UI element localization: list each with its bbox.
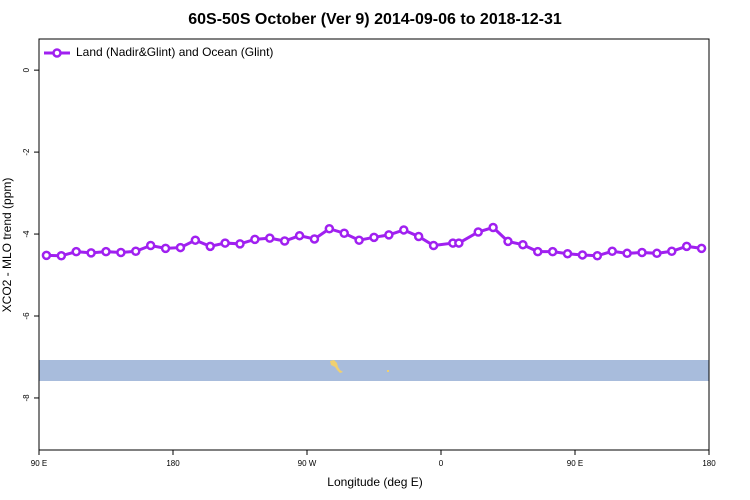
point: [309, 234, 320, 244]
point: [160, 243, 171, 254]
point: [116, 247, 126, 258]
point: [533, 246, 543, 257]
point: [101, 246, 111, 257]
point: [413, 231, 424, 242]
land-patch: [387, 370, 389, 372]
point: [56, 251, 67, 261]
point: [175, 242, 186, 253]
point: [577, 250, 588, 260]
y-tick-label: 0: [22, 67, 31, 72]
point: [205, 241, 215, 252]
point: [279, 236, 290, 246]
point: [518, 239, 528, 250]
point: [339, 228, 349, 238]
y-axis-label: XCO2 - MLO trend (ppm): [0, 178, 14, 313]
x-tick-label: 90 E: [31, 459, 47, 468]
point: [131, 246, 141, 257]
x-axis-label: Longitude (deg E): [327, 475, 422, 489]
point: [235, 239, 245, 249]
point: [696, 243, 707, 254]
point: [399, 225, 409, 235]
point: [622, 248, 632, 259]
point: [681, 241, 692, 252]
x-tick-label: 180: [702, 459, 716, 468]
x-tick-label: 0: [439, 459, 444, 468]
y-tick-label: -4: [22, 230, 31, 238]
point: [454, 238, 464, 248]
point: [488, 222, 498, 233]
point: [562, 248, 573, 259]
point: [190, 235, 201, 245]
legend-marker: [52, 48, 62, 58]
point: [637, 247, 647, 258]
y-tick-label: -2: [22, 148, 31, 156]
point: [265, 233, 275, 243]
plot-frame: [38, 38, 710, 451]
x-tick-label: 180: [166, 459, 180, 468]
point: [41, 250, 52, 261]
point: [220, 238, 230, 248]
point: [547, 246, 558, 257]
point: [473, 227, 483, 237]
chart-title: 60S-50S October (Ver 9) 2014-09-06 to 20…: [188, 11, 562, 28]
point: [667, 246, 677, 257]
point: [294, 230, 305, 241]
x-tick-label: 90 W: [298, 459, 317, 468]
point: [592, 251, 603, 261]
y-tick-label: -8: [22, 394, 31, 402]
y-tick-label: -6: [22, 312, 31, 320]
point: [503, 236, 513, 247]
point: [428, 240, 439, 251]
point: [652, 248, 662, 259]
point: [145, 240, 156, 251]
point: [384, 230, 394, 240]
x-tick-label: 90 E: [567, 459, 583, 468]
point: [324, 223, 335, 234]
land-patch: [330, 360, 343, 373]
point: [369, 232, 379, 243]
point: [354, 235, 364, 245]
legend-label: Land (Nadir&Glint) and Ocean (Glint): [76, 45, 273, 59]
point: [71, 246, 81, 257]
point: [86, 248, 96, 258]
point: [607, 246, 617, 257]
point: [250, 234, 260, 245]
map-strip: [39, 360, 709, 381]
